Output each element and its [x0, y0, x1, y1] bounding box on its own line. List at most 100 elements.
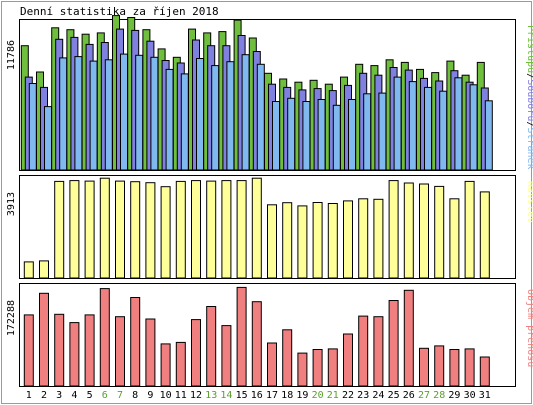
legend-entry: Objem přenosu — [525, 289, 533, 367]
x-tick-label: 16 — [251, 390, 263, 401]
bar-objem-p-enosu-day-16 — [251, 301, 262, 387]
x-tick-label: 2 — [41, 390, 47, 401]
bar-n-v-t-v-day-14 — [221, 180, 232, 279]
bar-objem-p-enosu-day-10 — [160, 343, 171, 387]
bar-objem-p-enosu-day-27 — [419, 347, 429, 387]
bar-objem-p-enosu-day-1 — [23, 314, 34, 387]
x-tick-label: 5 — [87, 390, 93, 401]
bar-objem-p-enosu-day-22 — [343, 333, 353, 387]
legend-entry: Návštěv — [525, 181, 533, 223]
bar-objem-p-enosu-day-7 — [115, 316, 125, 387]
bar-str-nek-day-1 — [28, 83, 37, 171]
panels: 11786Přístupů/Souborů/Stránek3913Návštěv… — [6, 15, 533, 387]
bar-objem-p-enosu-day-29 — [449, 349, 460, 387]
y-max-label: 172288 — [6, 300, 17, 336]
bar-str-nek-day-16 — [256, 63, 265, 171]
x-tick-label: 21 — [327, 390, 339, 401]
bar-str-nek-day-15 — [241, 54, 250, 171]
x-tick-label: 3 — [56, 390, 62, 401]
x-tick-label: 30 — [464, 390, 476, 401]
x-tick-label: 22 — [342, 390, 354, 401]
legend-entry: Přístupů — [525, 25, 533, 73]
x-tick-label: 10 — [160, 390, 172, 401]
bar-str-nek-day-27 — [424, 86, 432, 171]
x-tick-label: 15 — [236, 390, 248, 401]
traffic-panel: 172288 Objem přenosu — [6, 283, 533, 387]
bar-objem-p-enosu-day-18 — [282, 329, 293, 387]
bar-str-nek-day-31 — [484, 100, 493, 171]
bar-n-v-t-v-day-20 — [312, 202, 323, 279]
x-tick-label: 11 — [175, 390, 187, 401]
bar-n-v-t-v-day-19 — [297, 205, 308, 279]
bar-objem-p-enosu-day-21 — [327, 348, 338, 387]
bar-n-v-t-v-day-11 — [175, 180, 186, 279]
bar-str-nek-day-22 — [348, 99, 356, 171]
bar-str-nek-day-14 — [226, 61, 235, 171]
bar-objem-p-enosu-day-8 — [130, 297, 141, 387]
bar-objem-p-enosu-day-23 — [358, 315, 369, 387]
bar-objem-p-enosu-day-15 — [236, 286, 247, 387]
bar-n-v-t-v-day-12 — [191, 180, 201, 279]
visits-panel: 3913 Návštěv — [6, 175, 533, 279]
bar-n-v-t-v-day-15 — [236, 180, 247, 279]
bar-str-nek-day-4 — [74, 56, 83, 171]
bar-str-nek-day-9 — [150, 56, 159, 171]
bar-objem-p-enosu-day-31 — [479, 356, 490, 387]
bar-objem-p-enosu-day-25 — [388, 300, 399, 387]
bar-n-v-t-v-day-13 — [206, 180, 217, 279]
bar-n-v-t-v-day-2 — [39, 260, 49, 279]
bar-str-nek-day-17 — [272, 101, 280, 171]
bar-objem-p-enosu-day-17 — [267, 342, 277, 387]
bar-str-nek-day-20 — [317, 99, 326, 171]
bar-str-nek-day-12 — [196, 58, 204, 171]
bar-objem-p-enosu-day-12 — [191, 319, 201, 387]
x-tick-label: 24 — [372, 390, 384, 401]
bar-n-v-t-v-day-10 — [160, 186, 171, 279]
bar-objem-p-enosu-day-9 — [145, 318, 156, 387]
bar-n-v-t-v-day-1 — [23, 261, 34, 279]
x-tick-label: 26 — [403, 390, 415, 401]
x-tick-label: 8 — [132, 390, 138, 401]
bar-str-nek-day-8 — [135, 54, 144, 171]
bar-str-nek-day-28 — [439, 90, 448, 171]
bar-n-v-t-v-day-31 — [479, 191, 490, 279]
bar-n-v-t-v-day-27 — [419, 183, 429, 279]
bar-n-v-t-v-day-30 — [464, 180, 475, 279]
x-tick-label: 19 — [296, 390, 308, 401]
x-tick-label: 25 — [388, 390, 400, 401]
bar-n-v-t-v-day-22 — [343, 200, 353, 279]
legend: Přístupů/Souborů/Stránek — [525, 25, 533, 170]
x-tick-label: 14 — [220, 390, 232, 401]
bar-objem-p-enosu-day-30 — [464, 348, 475, 387]
x-tick-label: 28 — [433, 390, 445, 401]
bar-objem-p-enosu-day-20 — [312, 349, 323, 387]
bar-str-nek-day-29 — [454, 77, 463, 171]
bar-n-v-t-v-day-21 — [327, 203, 338, 279]
bar-str-nek-day-24 — [378, 92, 387, 171]
bar-str-nek-day-7 — [120, 53, 128, 171]
legend-separator: / — [525, 73, 533, 79]
bar-n-v-t-v-day-8 — [130, 181, 141, 279]
bar-objem-p-enosu-day-6 — [99, 288, 110, 387]
bar-str-nek-day-13 — [211, 65, 220, 171]
bar-str-nek-day-25 — [393, 76, 402, 171]
x-tick-label: 7 — [117, 390, 123, 401]
bar-n-v-t-v-day-23 — [358, 198, 369, 279]
legend: Objem přenosu — [525, 289, 533, 367]
bar-n-v-t-v-day-26 — [403, 182, 414, 279]
bar-objem-p-enosu-day-24 — [373, 316, 384, 387]
bar-objem-p-enosu-day-26 — [403, 289, 414, 387]
bar-n-v-t-v-day-16 — [251, 177, 262, 279]
bar-objem-p-enosu-day-2 — [39, 292, 49, 387]
x-tick-label: 17 — [266, 390, 278, 401]
legend: Návštěv — [525, 181, 533, 223]
x-tick-label: 1 — [26, 390, 32, 401]
chart-title: Denní statistika za říjen 2018 — [20, 5, 219, 18]
legend-separator: / — [525, 121, 533, 127]
bar-objem-p-enosu-day-14 — [221, 325, 232, 387]
bar-str-nek-day-3 — [59, 57, 68, 171]
bar-n-v-t-v-day-9 — [145, 182, 156, 279]
bar-objem-p-enosu-day-11 — [175, 341, 186, 387]
